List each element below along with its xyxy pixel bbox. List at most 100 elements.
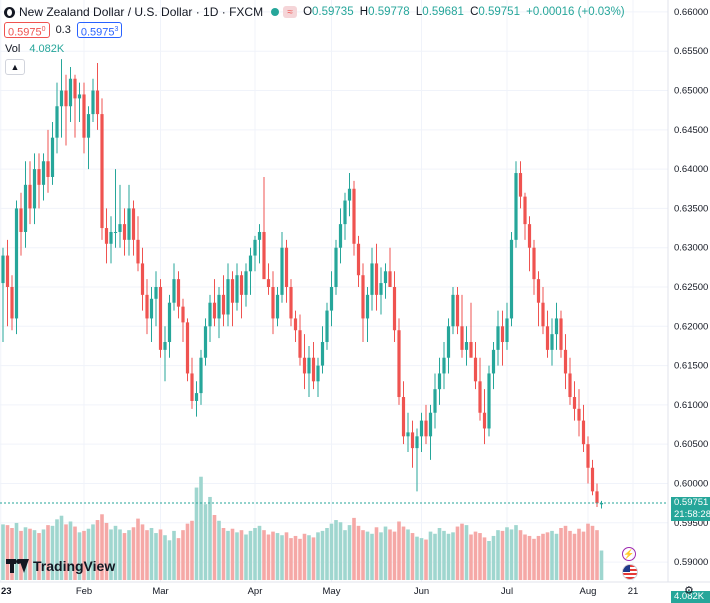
candle-body	[140, 263, 145, 295]
candle-body	[554, 318, 559, 335]
volume-bar	[100, 514, 104, 580]
last-price-label: 0.59751	[671, 497, 710, 510]
candle	[28, 161, 32, 225]
volume-bar	[122, 533, 127, 580]
candle-body	[73, 78, 77, 99]
candle	[550, 318, 554, 366]
volume-bar	[86, 528, 91, 580]
price-tick-label: 0.64000	[674, 164, 708, 175]
volume-bar	[356, 525, 361, 580]
candle	[122, 208, 127, 256]
time-scale[interactable]: 23 Feb Mar Apr May Jun Jul Aug 21	[1, 586, 638, 597]
volume-bar	[253, 528, 257, 580]
candle	[199, 349, 203, 405]
chevron-up-icon[interactable]: ▲	[5, 59, 25, 75]
candle-body	[527, 224, 532, 248]
buy-price-button[interactable]: 0.59753	[76, 22, 123, 39]
candle-body	[203, 326, 208, 358]
candle-body	[365, 294, 370, 319]
candle	[154, 271, 158, 327]
time-tick-label: Mar	[152, 586, 168, 597]
candle	[365, 287, 370, 343]
candle	[325, 302, 329, 350]
change-value: +0.00016 (+0.03%)	[526, 6, 625, 18]
candle-body	[563, 349, 568, 374]
volume-label[interactable]: Vol	[5, 43, 21, 55]
volume-bar	[235, 532, 239, 580]
candle-body	[221, 294, 226, 315]
candle-body	[509, 239, 514, 319]
candle-body	[410, 432, 415, 449]
volume-bar	[55, 519, 59, 580]
candle	[23, 161, 28, 248]
tradingview-logo-icon	[6, 559, 29, 573]
volume-bar	[109, 529, 113, 580]
candle	[32, 153, 37, 225]
volume-bar	[469, 534, 473, 580]
price-tick-label: 0.62500	[674, 282, 708, 293]
us-flag-icon[interactable]	[622, 564, 638, 580]
candle-body	[541, 302, 545, 327]
price-scale[interactable]: 0.66000 0.65500 0.65000 0.64500 0.64000 0.635…	[674, 7, 708, 568]
volume-bar	[329, 523, 334, 580]
volume-bar	[473, 531, 478, 580]
approx-icon[interactable]: ≈	[283, 6, 298, 18]
volume-bar	[284, 532, 289, 580]
volume-bar	[158, 529, 163, 580]
candle-body	[244, 271, 248, 295]
candle-body	[311, 357, 316, 382]
candle-body	[226, 279, 230, 315]
candle	[5, 239, 10, 327]
candle-body	[478, 381, 482, 413]
candle	[91, 78, 95, 122]
sell-price-button[interactable]: 0.59750	[4, 22, 50, 39]
candle	[226, 263, 230, 327]
candle-body	[257, 231, 262, 240]
volume-bar	[293, 535, 298, 580]
candle-body	[77, 94, 82, 99]
volume-bar	[127, 530, 131, 580]
candle	[572, 381, 577, 421]
candle	[473, 342, 478, 390]
candle	[496, 310, 500, 366]
candle	[293, 310, 298, 343]
candle	[523, 192, 527, 240]
volume-bar	[77, 532, 82, 580]
volume-bar	[230, 528, 235, 580]
candle-body	[334, 247, 338, 287]
volume-bar	[1, 524, 5, 580]
volume-bar	[212, 515, 217, 580]
candle	[388, 247, 392, 287]
volume-bar	[167, 540, 172, 580]
candle-body	[532, 247, 536, 280]
legend-title-row: New Zealand Dollar / U.S. Dollar · 1D · …	[4, 3, 628, 21]
candle-body	[91, 90, 95, 115]
candle	[181, 298, 185, 343]
volume-bar	[68, 521, 73, 580]
candle	[136, 216, 140, 272]
volume-bar	[352, 517, 356, 580]
candle-body	[302, 357, 307, 374]
candle-body	[230, 279, 235, 303]
settings-icon[interactable]: ⚙	[684, 585, 694, 597]
tradingview-logo[interactable]: TradingView	[6, 558, 115, 574]
candle	[248, 247, 253, 295]
ohlc-values: O0.59735 H0.59778 L0.59681 C0.59751 +0.0…	[303, 6, 625, 18]
volume-bar	[581, 531, 586, 580]
candle	[433, 373, 437, 429]
volume-bar	[248, 530, 253, 580]
candle	[329, 271, 334, 327]
volume-bar	[190, 520, 194, 580]
lightning-icon[interactable]: ⚡	[622, 547, 636, 561]
symbol-title[interactable]: New Zealand Dollar / U.S. Dollar · 1D · …	[19, 5, 264, 19]
candle-body	[406, 432, 410, 437]
candle-body	[199, 357, 203, 394]
candle	[149, 287, 154, 343]
volume-bar	[316, 532, 320, 580]
volume-bar	[118, 529, 122, 580]
candle-body	[325, 310, 329, 343]
candle-body	[217, 294, 221, 319]
candle-body	[212, 302, 217, 319]
volume-bar	[320, 530, 325, 580]
